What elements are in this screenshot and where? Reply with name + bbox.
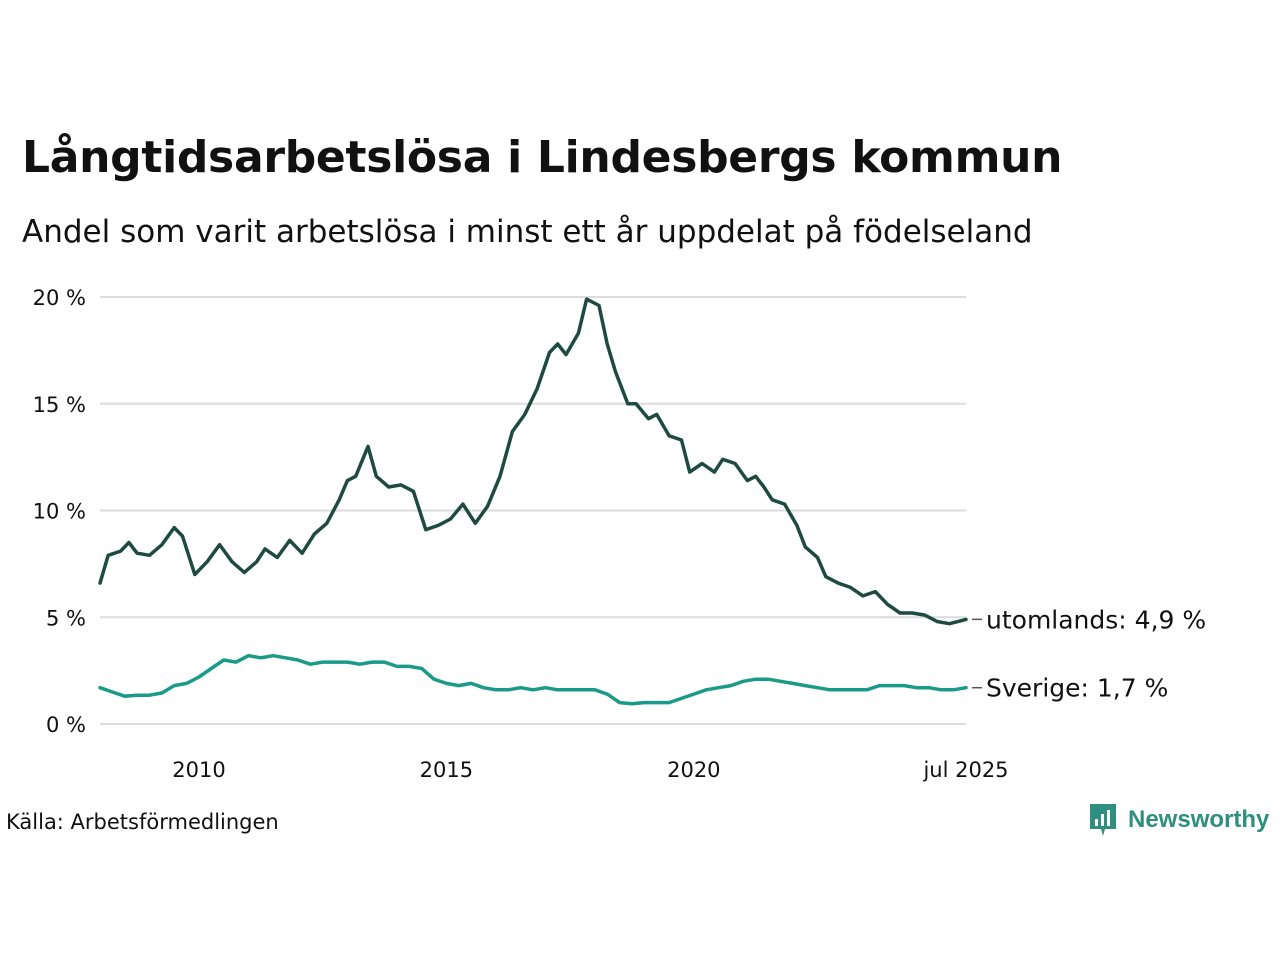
chart-title: Långtidsarbetslösa i Lindesbergs kommun [22,132,1063,183]
end-label-sverige: Sverige: 1,7 % [986,674,1168,703]
gridlines [100,296,966,725]
y-tick-label: 5 % [46,606,86,630]
end-label-utomlands: utomlands: 4,9 % [986,605,1206,634]
y-tick-label: 10 % [33,500,86,524]
x-axis-ticks: 2010 2015 2020 jul 2025 [172,758,1008,782]
y-axis-ticks: 0 % 5 % 10 % 15 % 20 % [33,286,86,737]
x-tick-label: 2020 [667,758,720,782]
chart-subtitle: Andel som varit arbetslösa i minst ett å… [22,214,1033,250]
y-tick-label: 0 % [46,713,86,737]
end-labels: utomlands: 4,9 % Sverige: 1,7 % [972,605,1206,703]
x-tick-label: 2015 [420,758,473,782]
brand-logo[interactable]: Newsworthy [1088,802,1269,838]
series-line-sverige [98,653,968,706]
y-tick-label: 20 % [33,286,86,310]
newsworthy-logo-icon [1090,804,1116,836]
series-lines [98,297,968,706]
x-tick-label: jul 2025 [922,758,1008,782]
source-note: Källa: Arbetsförmedlingen [6,810,279,834]
brand-name: Newsworthy [1128,806,1270,833]
x-tick-label: 2010 [172,758,225,782]
y-tick-label: 15 % [33,393,86,417]
series-line-utomlands [98,297,968,626]
